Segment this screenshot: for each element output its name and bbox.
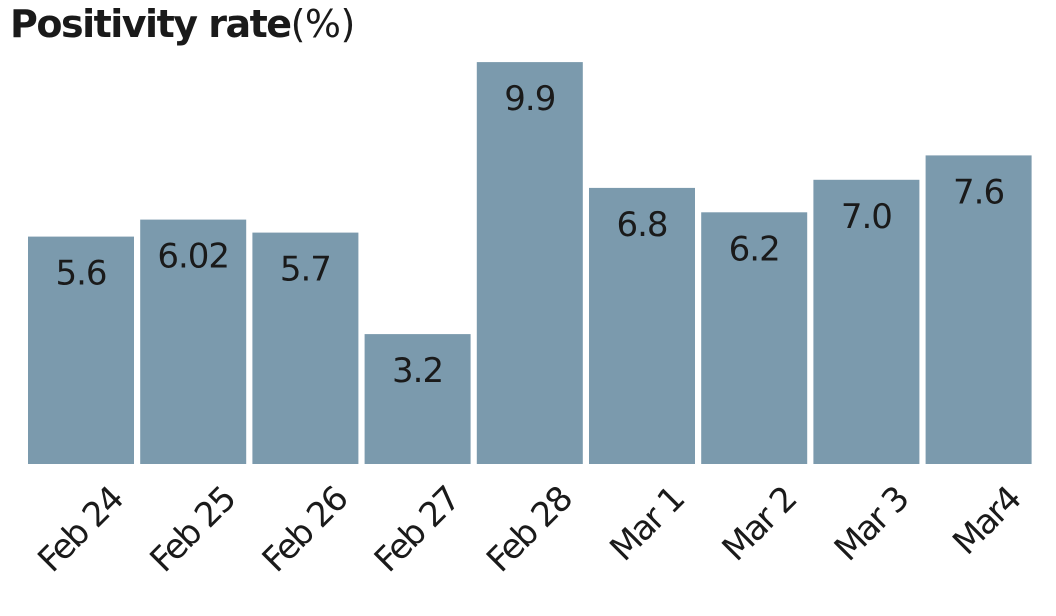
bar-7 xyxy=(813,179,920,465)
bar-5 xyxy=(589,187,695,464)
bar-0 xyxy=(28,236,134,464)
bar-2 xyxy=(252,232,359,464)
x-tick-label-2: Feb 26 xyxy=(255,479,356,580)
x-tick-label-8: Mar4 xyxy=(945,479,1029,563)
bars xyxy=(28,62,1032,465)
x-tick-label-6: Mar 2 xyxy=(715,480,805,570)
data-label-6: 6.2 xyxy=(729,229,780,269)
chart-title-main: Positivity rate xyxy=(10,2,292,46)
bar-4 xyxy=(476,62,583,464)
x-tick-label-5: Mar 1 xyxy=(602,480,692,570)
data-label-8: 7.6 xyxy=(953,172,1004,212)
data-label-5: 6.8 xyxy=(616,205,667,245)
x-tick-label-0: Feb 24 xyxy=(30,479,131,580)
x-axis-tick-labels: Feb 24 Feb 25 Feb 26 Feb 27 Feb 28 Mar 1 Mar 2… xyxy=(30,479,1028,580)
chart-title-unit: (%) xyxy=(290,2,356,46)
chart-title: Positivity rate(%) xyxy=(10,2,355,46)
bar-8 xyxy=(925,155,1032,464)
data-label-3: 3.2 xyxy=(392,351,443,391)
data-label-1: 6.02 xyxy=(157,237,229,277)
x-tick-label-4: Feb 28 xyxy=(479,479,580,580)
x-tick-label-3: Feb 27 xyxy=(367,480,468,581)
bar-6 xyxy=(701,212,808,464)
data-label-0: 5.6 xyxy=(55,254,106,294)
data-labels: 5.6 6.02 5.7 3.2 9.9 6.8 6.2 7.0 7.6 xyxy=(55,79,1005,391)
bar-1 xyxy=(140,219,247,464)
data-label-4: 9.9 xyxy=(504,79,555,119)
bar-3 xyxy=(364,334,471,464)
x-tick-label-7: Mar 3 xyxy=(827,480,917,570)
x-tick-label-1: Feb 25 xyxy=(142,480,243,581)
data-label-7: 7.0 xyxy=(841,197,892,237)
data-label-2: 5.7 xyxy=(280,250,331,290)
